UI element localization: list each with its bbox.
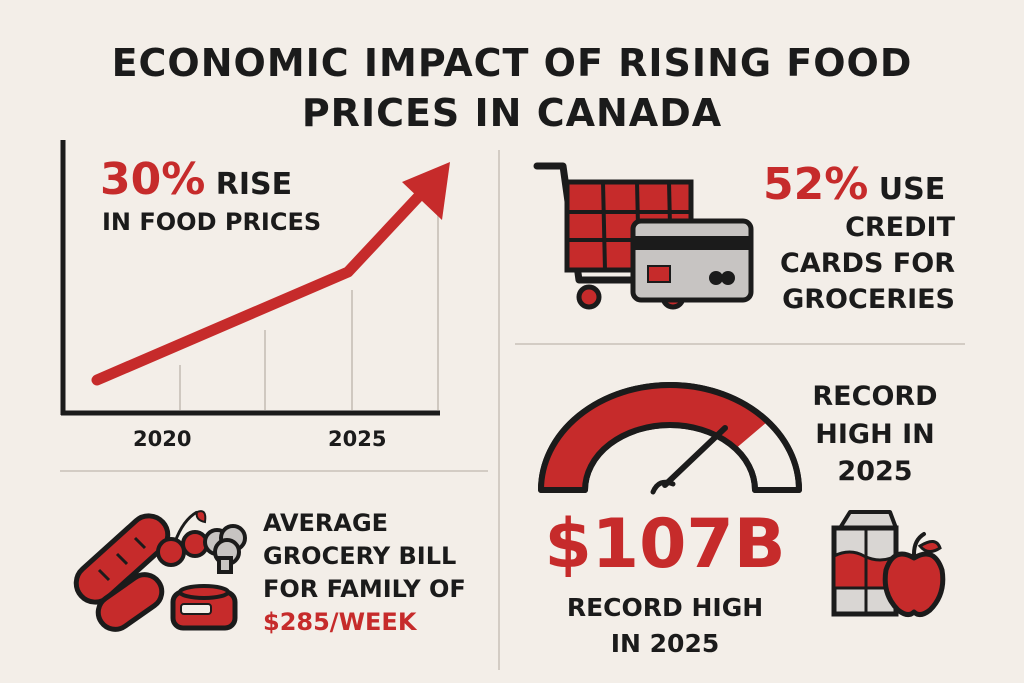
grocery-bill-line-2: GROCERY BILL [263, 542, 457, 570]
credit-card-icon [630, 218, 754, 303]
gauge-needle [662, 425, 728, 488]
credit-label-1: USE [878, 172, 946, 207]
x-label-2025: 2025 [328, 427, 387, 451]
sausage-icon [95, 572, 165, 632]
gauge-icon [538, 382, 802, 495]
debt-side-line-3: 2025 [837, 456, 913, 487]
divider-right-horizontal [515, 343, 965, 345]
broccoli-icon [203, 524, 247, 574]
x-label-2020: 2020 [133, 427, 192, 451]
divider-vertical [498, 150, 500, 670]
debt-side-line-1: RECORD [812, 381, 938, 412]
debt-value: $107B [544, 505, 786, 584]
groceries-illustration [73, 510, 247, 632]
price-rise-label-2: IN FOOD PRICES [102, 208, 322, 236]
price-rise-headline: 30% RISE [100, 158, 293, 205]
price-rise-chart [60, 140, 450, 416]
debt-caption-line-1: RECORD HIGH [566, 593, 764, 622]
credit-value: 52% [763, 159, 869, 210]
price-rise-value: 30% [100, 154, 206, 205]
debt-side-line-2: HIGH IN [815, 419, 935, 450]
credit-label-4: GROCERIES [782, 284, 955, 315]
credit-headline: 52% USE [763, 163, 946, 210]
debt-caption-line-2: IN 2025 [610, 629, 720, 658]
trend-arrow-icon [91, 162, 450, 386]
credit-label-3: CARDS FOR [780, 248, 955, 279]
credit-label-2: CREDIT [845, 212, 955, 243]
bread-icon [73, 513, 171, 605]
grocery-bill-line-3: FOR FAMILY OF [263, 575, 466, 603]
price-rise-label-1: RISE [215, 167, 293, 202]
canned-food-icon [170, 584, 238, 631]
grocery-bill-line-1: AVERAGE [263, 509, 389, 537]
gauge-fill [541, 386, 767, 490]
page-title: ECONOMIC IMPACT OF RISING FOOD PRICES IN… [111, 41, 913, 135]
divider-left-horizontal [60, 470, 488, 472]
apple-icon [882, 532, 946, 618]
grocery-bill-amount: $285/WEEK [263, 608, 417, 636]
